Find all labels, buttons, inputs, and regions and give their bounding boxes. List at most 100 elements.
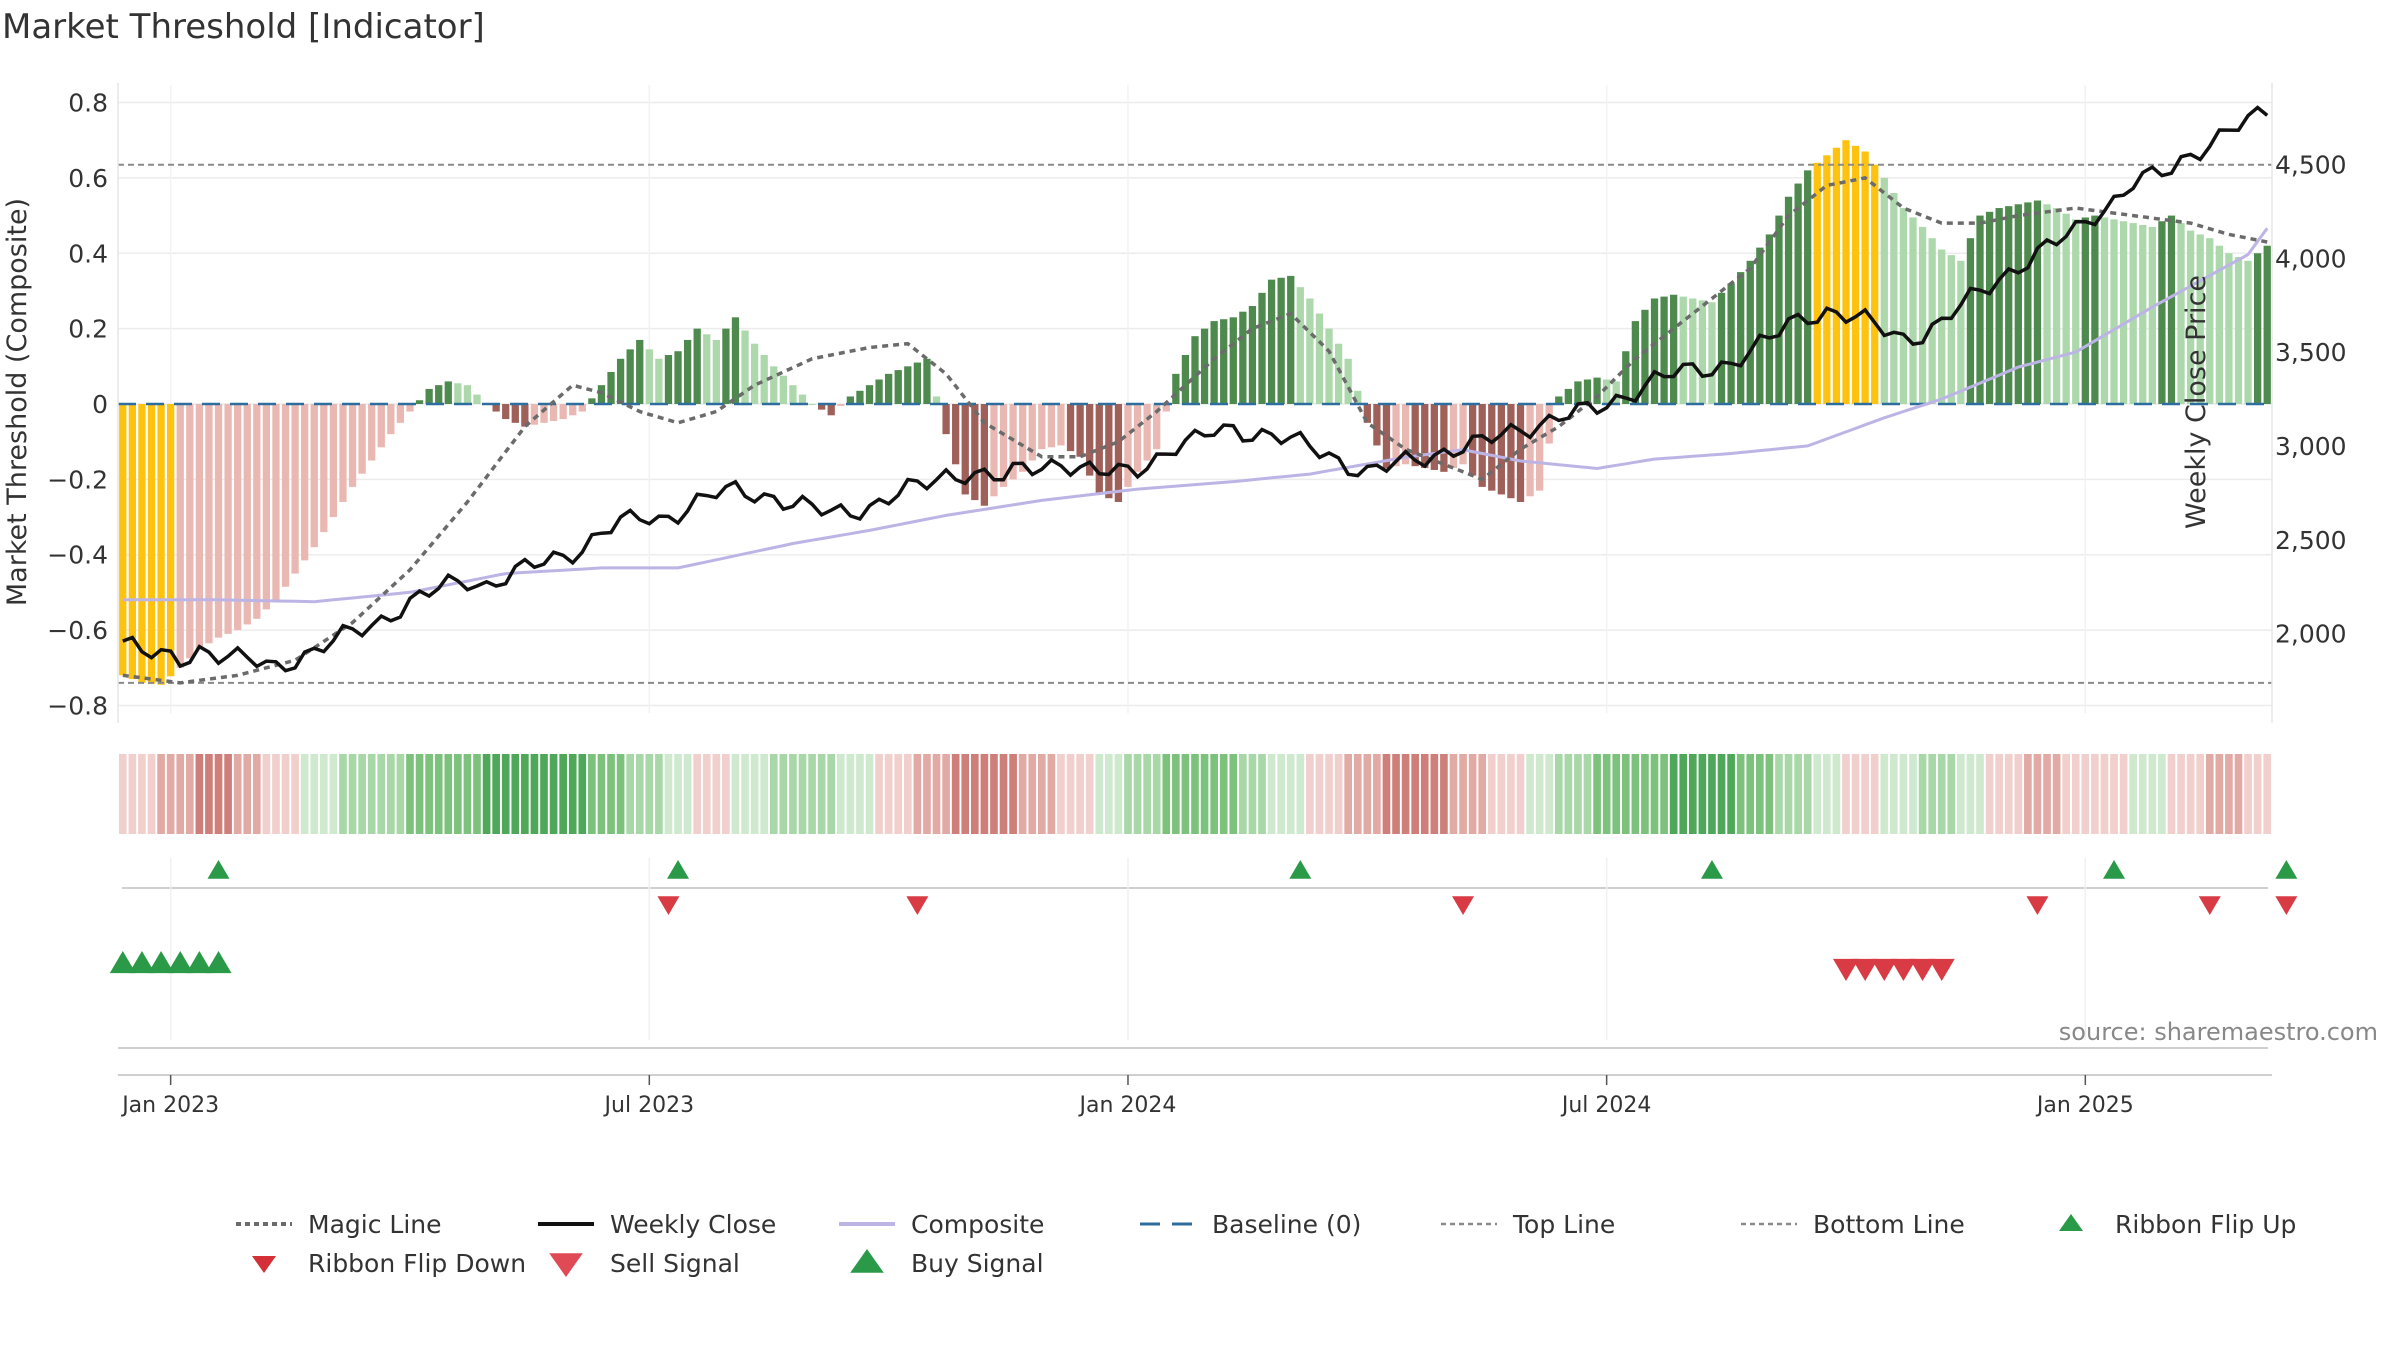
composite-bar [1430,404,1438,470]
composite-bar [731,317,740,404]
composite-bar [971,404,979,501]
ribbon-cell [2100,754,2109,834]
magic-line [122,176,2268,685]
ribbon-cell [1660,754,1668,834]
ribbon-cell [1373,754,1381,834]
ribbon-cell [1449,754,1458,834]
ribbon-cell [434,754,443,834]
ribbon-cell [750,754,759,834]
composite-bar [2206,238,2214,404]
composite-bar [1765,234,1774,404]
ribbon-cell [2205,754,2214,834]
composite-bar [2119,221,2128,404]
composite-bars [119,140,2271,685]
ribbon-cell [1114,754,1123,834]
ribbon-cell [1459,754,1467,834]
composite-bar [1086,404,1094,476]
ribbon-cell [1095,754,1104,834]
composite-bar [425,388,433,404]
ribbon-cell [2253,754,2262,834]
x-tick-label: Jul 2024 [1560,1093,1652,1118]
ribbon-cell [1995,754,2003,834]
ribbon-cell [1765,754,1774,834]
composite-bar [1899,208,1908,404]
ribbon-cell [2091,754,2099,834]
ribbon-cell [1823,754,1831,834]
ribbon-cell [769,754,778,834]
composite-bar [2129,223,2137,404]
composite-bar [664,355,673,404]
composite-bar [1143,404,1151,461]
ribbon-cell [1535,754,1544,834]
y-tick-label: 0.2 [68,315,108,344]
composite-bar [904,366,912,404]
ribbon-cell [1574,754,1582,834]
y-tick-label: −0.4 [47,541,108,570]
ribbon-cell [463,754,472,834]
ribbon-cell [1430,754,1439,834]
composite-bar [990,404,998,497]
ribbon-cell [779,754,788,834]
ribbon-cell [894,754,903,834]
ribbon-cell [185,754,194,834]
ribbon-cell [1239,754,1247,834]
legend-label: Composite [911,1210,1044,1239]
x-tick-label: Jan 2024 [1078,1093,1177,1118]
composite-bar [387,404,395,435]
composite-bar [818,404,826,410]
composite-bar [1861,151,1869,404]
composite-bar [1612,381,1620,404]
composite-bar [1660,296,1668,404]
ribbon-cell [856,754,864,834]
ribbon-cell [339,754,347,834]
ribbon-cell [875,754,883,834]
ribbon-cell [2062,754,2071,834]
composite-bar [1670,294,1678,404]
source-note: source: sharemaestro.com [2059,1018,2378,1046]
x-tick-label: Jan 2025 [2035,1093,2134,1118]
ribbon-cell [1018,754,1027,834]
composite-bar [406,404,414,412]
composite-bar [138,404,146,683]
composite-bar [1555,396,1563,404]
composite-bar [396,404,405,423]
composite-bar [521,404,529,427]
ribbon-cell [157,754,165,834]
composite-bar [281,404,290,587]
composite-bar [750,343,759,404]
y2-tick-label: 3,500 [2275,338,2347,367]
ribbon-cell [1047,754,1056,834]
ribbon-cell [1401,754,1410,834]
composite-bar [320,404,328,533]
composite-bar [1880,177,1888,404]
composite-bar [1325,328,1333,404]
composite-bar [2100,217,2109,404]
ribbon-flip-up-marker [128,951,155,974]
composite-bar [272,404,280,600]
composite-bar [1210,321,1218,404]
buy-signal-marker [207,860,230,879]
composite-bar [846,396,854,404]
ribbon-cell [635,754,644,834]
composite-bar [1526,404,1534,497]
ribbon-cell [722,754,730,834]
composite-bar [569,404,577,416]
legend-swatch [850,1249,884,1273]
ribbon-cell [549,754,558,834]
ribbon-cell [1708,754,1716,834]
ribbon-cell [1105,754,1113,834]
ribbon-cell [1411,754,1420,834]
ribbon-cell [1028,754,1037,834]
ribbon-cell [999,754,1008,834]
composite-bar [559,404,567,420]
ribbon-cell [1487,754,1496,834]
ribbon-cell [588,754,596,834]
legend-label: Magic Line [308,1210,442,1239]
weekly-close-line [122,105,2269,673]
ribbon-cell [616,754,625,834]
ribbon-cell [702,754,711,834]
ribbon-cell [731,754,740,834]
ribbon-cell [1803,754,1812,834]
composite-bar [540,404,548,423]
ribbon-cell [1880,754,1889,834]
